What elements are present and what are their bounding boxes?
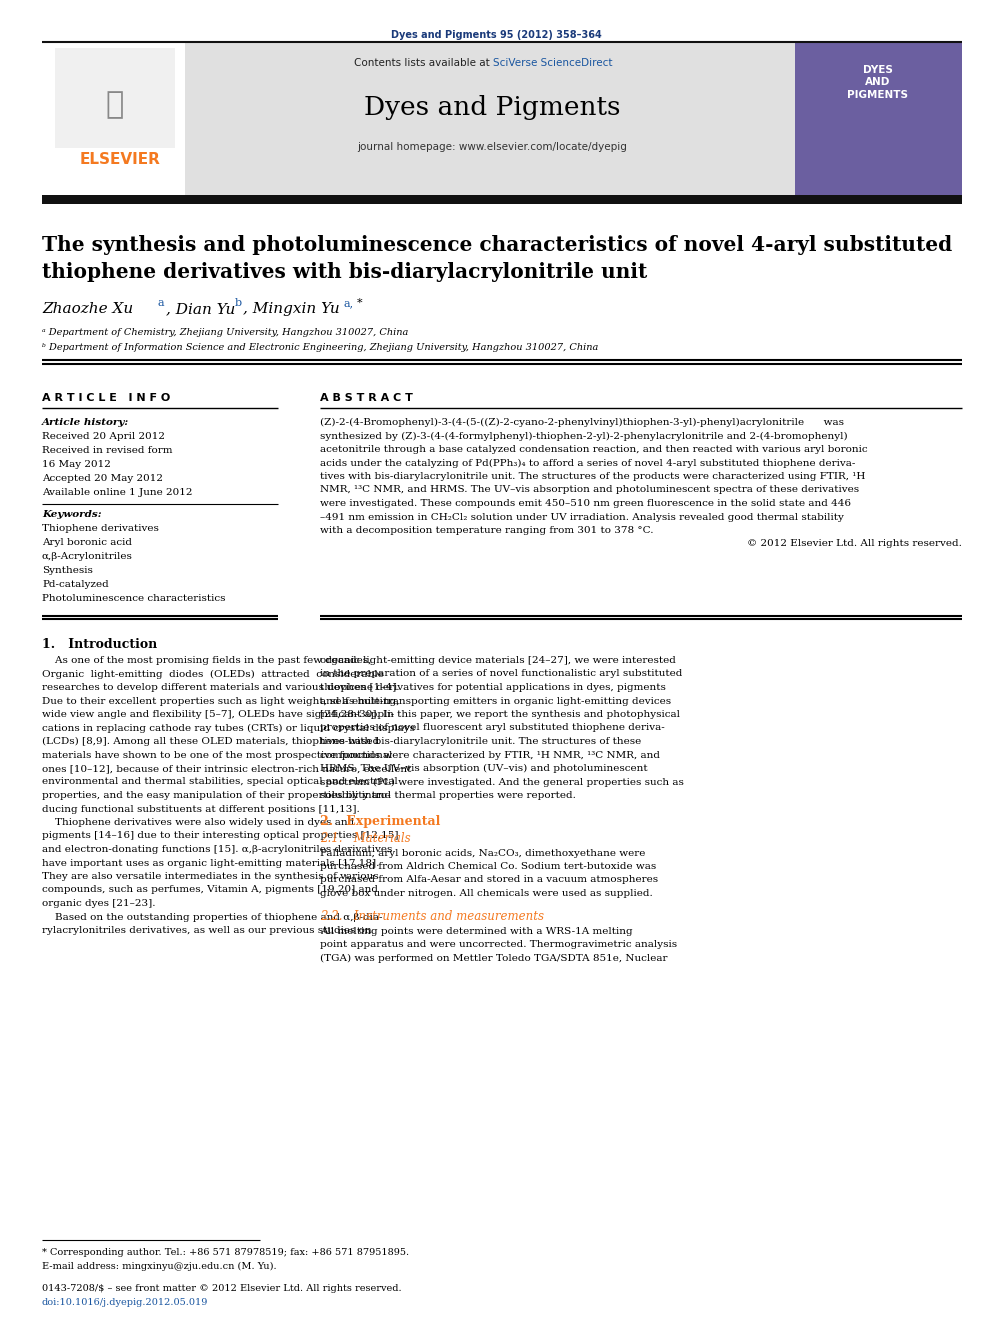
Text: organic light-emitting device materials [24–27], we were interested: organic light-emitting device materials … xyxy=(320,656,676,665)
Text: ones [10–12], because of their intrinsic electron-rich nature, excellent: ones [10–12], because of their intrinsic… xyxy=(42,763,412,773)
Text: compounds, such as perfumes, Vitamin A, pigments [19,20] and: compounds, such as perfumes, Vitamin A, … xyxy=(42,885,378,894)
Text: Due to their excellent properties such as light weight, self emitting,: Due to their excellent properties such a… xyxy=(42,696,400,705)
Text: Received 20 April 2012: Received 20 April 2012 xyxy=(42,433,165,441)
Bar xyxy=(42,44,185,194)
Text: with a decomposition temperature ranging from 301 to 378 °C.: with a decomposition temperature ranging… xyxy=(320,527,654,534)
Text: glove box under nitrogen. All chemicals were used as supplied.: glove box under nitrogen. All chemicals … xyxy=(320,889,653,898)
Text: Organic  light-emitting  diodes  (OLEDs)  attracted  considerable: Organic light-emitting diodes (OLEDs) at… xyxy=(42,669,384,679)
Text: (LCDs) [8,9]. Among all these OLED materials, thiophene-based: (LCDs) [8,9]. Among all these OLED mater… xyxy=(42,737,379,746)
Text: have important uses as organic light-emitting materials [17,18].: have important uses as organic light-emi… xyxy=(42,859,379,868)
Text: a,: a, xyxy=(343,298,353,308)
Text: © 2012 Elsevier Ltd. All rights reserved.: © 2012 Elsevier Ltd. All rights reserved… xyxy=(747,540,962,549)
Text: rylacrylonitriles derivatives, as well as our previous studies on: rylacrylonitriles derivatives, as well a… xyxy=(42,926,372,935)
Text: b: b xyxy=(235,298,242,308)
Text: A R T I C L E   I N F O: A R T I C L E I N F O xyxy=(42,393,171,404)
Text: DYES
AND
PIGMENTS: DYES AND PIGMENTS xyxy=(847,65,909,99)
Text: pigments [14–16] due to their interesting optical properties [12,15]: pigments [14–16] due to their interestin… xyxy=(42,831,399,840)
Text: , Dian Yu: , Dian Yu xyxy=(166,302,235,316)
Text: and electron-donating functions [15]. α,β-acrylonitriles derivatives: and electron-donating functions [15]. α,… xyxy=(42,845,393,855)
Text: Zhaozhe Xu: Zhaozhe Xu xyxy=(42,302,133,316)
Text: Thiophene derivatives were also widely used in dyes and: Thiophene derivatives were also widely u… xyxy=(42,818,354,827)
Text: Article history:: Article history: xyxy=(42,418,129,427)
Text: –491 nm emission in CH₂Cl₂ solution under UV irradiation. Analysis revealed good: –491 nm emission in CH₂Cl₂ solution unde… xyxy=(320,512,844,521)
Text: thiophene derivatives for potential applications in dyes, pigments: thiophene derivatives for potential appl… xyxy=(320,683,666,692)
Text: *: * xyxy=(357,298,363,308)
Text: organic dyes [21–23].: organic dyes [21–23]. xyxy=(42,900,156,908)
Text: Photoluminescence characteristics: Photoluminescence characteristics xyxy=(42,594,225,603)
Text: and as hole-transporting emitters in organic light-emitting devices: and as hole-transporting emitters in org… xyxy=(320,696,672,705)
Text: Aryl boronic acid: Aryl boronic acid xyxy=(42,538,132,546)
Text: ELSEVIER: ELSEVIER xyxy=(80,152,161,167)
Text: properties of novel fluorescent aryl substituted thiophene deriva-: properties of novel fluorescent aryl sub… xyxy=(320,724,665,733)
Text: Received in revised form: Received in revised form xyxy=(42,446,173,455)
Text: All melting points were determined with a WRS-1A melting: All melting points were determined with … xyxy=(320,926,633,935)
Text: point apparatus and were uncorrected. Thermogravimetric analysis: point apparatus and were uncorrected. Th… xyxy=(320,941,678,949)
Text: Contents lists available at: Contents lists available at xyxy=(354,58,493,67)
Text: HRMS. The UV–vis absorption (UV–vis) and photoluminescent: HRMS. The UV–vis absorption (UV–vis) and… xyxy=(320,763,648,773)
Text: (TGA) was performed on Mettler Toledo TGA/SDTA 851e, Nuclear: (TGA) was performed on Mettler Toledo TG… xyxy=(320,954,668,963)
Text: 🌳: 🌳 xyxy=(106,90,124,119)
Text: NMR, ¹³C NMR, and HRMS. The UV–vis absorption and photoluminescent spectra of th: NMR, ¹³C NMR, and HRMS. The UV–vis absor… xyxy=(320,486,859,495)
Text: , Mingxin Yu: , Mingxin Yu xyxy=(243,302,339,316)
Text: compounds were characterized by FTIR, ¹H NMR, ¹³C NMR, and: compounds were characterized by FTIR, ¹H… xyxy=(320,750,660,759)
Text: The synthesis and photoluminescence characteristics of novel 4-aryl substituted: The synthesis and photoluminescence char… xyxy=(42,235,952,255)
Text: spectrum (PL) were investigated. And the general properties such as: spectrum (PL) were investigated. And the… xyxy=(320,778,683,787)
Text: SciVerse ScienceDirect: SciVerse ScienceDirect xyxy=(493,58,612,67)
Text: Synthesis: Synthesis xyxy=(42,566,93,576)
Text: tives with bis-diarylacrylonitrile unit. The structures of these: tives with bis-diarylacrylonitrile unit.… xyxy=(320,737,641,746)
Text: * Corresponding author. Tel.: +86 571 87978519; fax: +86 571 87951895.: * Corresponding author. Tel.: +86 571 87… xyxy=(42,1248,409,1257)
Text: a: a xyxy=(158,298,165,308)
Text: were investigated. These compounds emit 450–510 nm green fluorescence in the sol: were investigated. These compounds emit … xyxy=(320,499,851,508)
Text: properties, and the easy manipulation of their properties by intro-: properties, and the easy manipulation of… xyxy=(42,791,391,800)
Text: doi:10.1016/j.dyepig.2012.05.019: doi:10.1016/j.dyepig.2012.05.019 xyxy=(42,1298,208,1307)
Text: ᵃ Department of Chemistry, Zhejiang University, Hangzhou 310027, China: ᵃ Department of Chemistry, Zhejiang Univ… xyxy=(42,328,409,337)
Text: α,β-Acrylonitriles: α,β-Acrylonitriles xyxy=(42,552,133,561)
Text: Pd-catalyzed: Pd-catalyzed xyxy=(42,579,109,589)
Text: acetonitrile through a base catalyzed condensation reaction, and then reacted wi: acetonitrile through a base catalyzed co… xyxy=(320,445,868,454)
Text: 2.   Experimental: 2. Experimental xyxy=(320,815,440,827)
Text: Available online 1 June 2012: Available online 1 June 2012 xyxy=(42,488,192,497)
Text: tives with bis-diarylacrylonitrile unit. The structures of the products were cha: tives with bis-diarylacrylonitrile unit.… xyxy=(320,472,865,482)
Text: Palladium, aryl boronic acids, Na₂CO₃, dimethoxyethane were: Palladium, aryl boronic acids, Na₂CO₃, d… xyxy=(320,848,646,857)
Text: materials have shown to be one of the most prospective functional: materials have shown to be one of the mo… xyxy=(42,750,393,759)
Text: Dyes and Pigments 95 (2012) 358–364: Dyes and Pigments 95 (2012) 358–364 xyxy=(391,30,601,40)
Bar xyxy=(42,194,962,204)
Text: environmental and thermal stabilities, special optical and electrical: environmental and thermal stabilities, s… xyxy=(42,778,398,786)
Text: cations in replacing cathode ray tubes (CRTs) or liquid crystal displays: cations in replacing cathode ray tubes (… xyxy=(42,724,415,733)
Bar xyxy=(55,48,175,148)
Text: Thiophene derivatives: Thiophene derivatives xyxy=(42,524,159,533)
Text: They are also versatile intermediates in the synthesis of various: They are also versatile intermediates in… xyxy=(42,872,379,881)
Text: As one of the most promising fields in the past few decades,: As one of the most promising fields in t… xyxy=(42,656,371,665)
Text: Accepted 20 May 2012: Accepted 20 May 2012 xyxy=(42,474,163,483)
Text: 1.   Introduction: 1. Introduction xyxy=(42,638,158,651)
Text: 2.1.   Materials: 2.1. Materials xyxy=(320,832,411,845)
Text: 16 May 2012: 16 May 2012 xyxy=(42,460,111,468)
Text: in the preparation of a series of novel functionalistic aryl substituted: in the preparation of a series of novel … xyxy=(320,669,682,679)
Text: 2.2.   Instruments and measurements: 2.2. Instruments and measurements xyxy=(320,910,544,923)
Text: thiophene derivatives with bis-diarylacrylonitrile unit: thiophene derivatives with bis-diarylacr… xyxy=(42,262,647,282)
Text: 0143-7208/$ – see front matter © 2012 Elsevier Ltd. All rights reserved.: 0143-7208/$ – see front matter © 2012 El… xyxy=(42,1285,402,1293)
Text: ducing functional substituents at different positions [11,13].: ducing functional substituents at differ… xyxy=(42,804,360,814)
Text: A B S T R A C T: A B S T R A C T xyxy=(320,393,413,404)
Text: [24,28–30]. In this paper, we report the synthesis and photophysical: [24,28–30]. In this paper, we report the… xyxy=(320,710,680,718)
Bar xyxy=(185,44,799,194)
Text: E-mail address: mingxinyu@zju.edu.cn (M. Yu).: E-mail address: mingxinyu@zju.edu.cn (M.… xyxy=(42,1262,277,1271)
Text: solubility and thermal properties were reported.: solubility and thermal properties were r… xyxy=(320,791,576,800)
Text: Dyes and Pigments: Dyes and Pigments xyxy=(364,95,620,120)
Text: (Z)-2-(4-Bromophenyl)-3-(4-(5-((Z)-2-cyano-2-phenylvinyl)thiophen-3-yl)-phenyl)a: (Z)-2-(4-Bromophenyl)-3-(4-(5-((Z)-2-cya… xyxy=(320,418,844,427)
Bar xyxy=(795,44,962,194)
Text: Keywords:: Keywords: xyxy=(42,509,101,519)
Text: purchased from Aldrich Chemical Co. Sodium tert-butoxide was: purchased from Aldrich Chemical Co. Sodi… xyxy=(320,863,657,871)
Text: wide view angle and flexibility [5–7], OLEDs have significant appli-: wide view angle and flexibility [5–7], O… xyxy=(42,710,394,718)
Text: researches to develop different materials and various devices [1–4].: researches to develop different material… xyxy=(42,683,400,692)
Text: Based on the outstanding properties of thiophene and α,β-dia-: Based on the outstanding properties of t… xyxy=(42,913,383,922)
Text: journal homepage: www.elsevier.com/locate/dyepig: journal homepage: www.elsevier.com/locat… xyxy=(357,142,627,152)
Text: synthesized by (Z)-3-(4-(4-formylphenyl)-thiophen-2-yl)-2-phenylacrylonitrile an: synthesized by (Z)-3-(4-(4-formylphenyl)… xyxy=(320,431,847,441)
Text: ᵇ Department of Information Science and Electronic Engineering, Zhejiang Univers: ᵇ Department of Information Science and … xyxy=(42,343,598,352)
Text: purchased from Alfa-Aesar and stored in a vacuum atmospheres: purchased from Alfa-Aesar and stored in … xyxy=(320,876,658,885)
Text: acids under the catalyzing of Pd(PPh₃)₄ to afford a series of novel 4-aryl subst: acids under the catalyzing of Pd(PPh₃)₄ … xyxy=(320,459,855,467)
